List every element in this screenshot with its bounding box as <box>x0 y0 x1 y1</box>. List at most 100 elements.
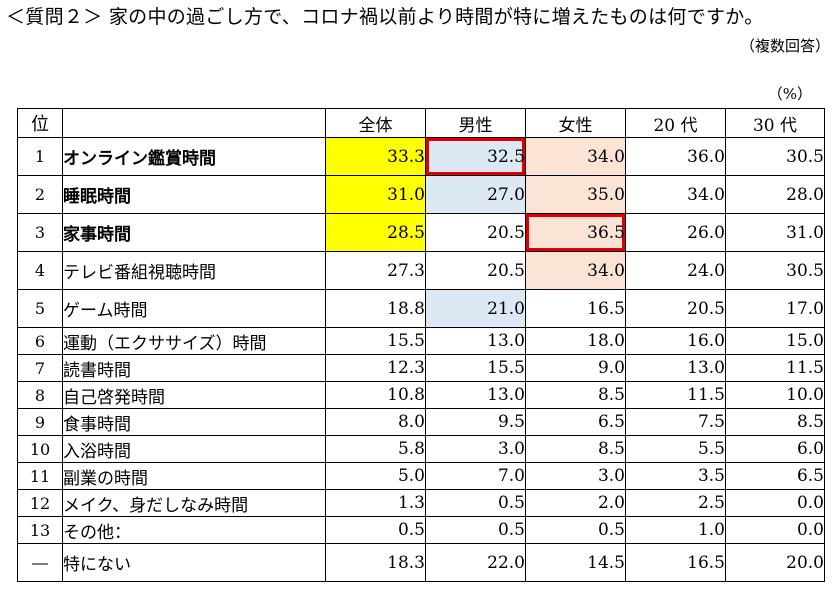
header-row: 位 全体 男性 女性 20 代 30 代 <box>17 108 825 138</box>
value-total: 15.5 <box>325 327 426 355</box>
value-total: 33.3 <box>325 137 426 176</box>
value-male: 13.0 <box>425 381 526 409</box>
value-male: 0.5 <box>425 516 526 544</box>
rank-cell: 3 <box>17 213 63 252</box>
value-male: 13.0 <box>425 327 526 355</box>
page-title: ＜質問２＞ 家の中の過ごし方で、コロナ禍以前より時間が特に増えたものは何ですか。 <box>6 6 764 28</box>
value-male: 20.5 <box>425 213 526 252</box>
value-total: 28.5 <box>325 213 426 252</box>
value-30s: 6.5 <box>725 462 825 490</box>
value-female: 36.5 <box>525 213 626 252</box>
item-cell: メイク、身だしなみ時間 <box>62 489 326 517</box>
value-30s: 11.5 <box>725 354 825 382</box>
rank-cell: 12 <box>17 489 63 517</box>
value-30s: 15.0 <box>725 327 825 355</box>
rank-cell: 6 <box>17 327 63 355</box>
value-female: 3.0 <box>525 462 626 490</box>
value-30s: 8.5 <box>725 408 825 436</box>
header-male: 男性 <box>425 108 526 138</box>
value-female: 6.5 <box>525 408 626 436</box>
value-20s: 1.0 <box>625 516 726 544</box>
value-20s: 34.0 <box>625 175 726 214</box>
rank-cell: 2 <box>17 175 63 214</box>
value-20s: 11.5 <box>625 381 726 409</box>
rank-cell: 4 <box>17 251 63 290</box>
table-row: 3 家事時間 28.5 20.5 36.5 26.0 31.0 <box>17 213 825 252</box>
value-total: 5.8 <box>325 435 426 463</box>
value-30s: 0.0 <box>725 516 825 544</box>
value-total: 18.8 <box>325 289 426 328</box>
value-female: 0.5 <box>525 516 626 544</box>
rank-cell: 1 <box>17 137 63 176</box>
item-cell: その他： <box>62 516 326 544</box>
value-30s: 30.5 <box>725 251 825 290</box>
value-total: 8.0 <box>325 408 426 436</box>
value-female: 34.0 <box>525 251 626 290</box>
rank-cell: 5 <box>17 289 63 328</box>
value-total: 0.5 <box>325 516 426 544</box>
header-30s: 30 代 <box>725 108 825 138</box>
table-row: 9 食事時間 8.0 9.5 6.5 7.5 8.5 <box>17 408 825 436</box>
item-cell: 読書時間 <box>62 354 326 382</box>
value-30s: 31.0 <box>725 213 825 252</box>
table-row: 4 テレビ番組視聴時間 27.3 20.5 34.0 24.0 30.5 <box>17 251 825 290</box>
value-female: 16.5 <box>525 289 626 328</box>
item-cell: 家事時間 <box>62 213 326 252</box>
item-cell: ゲーム時間 <box>62 289 326 328</box>
value-female: 35.0 <box>525 175 626 214</box>
value-male: 7.0 <box>425 462 526 490</box>
value-20s: 5.5 <box>625 435 726 463</box>
unit-label: （%） <box>767 85 812 103</box>
value-female: 8.5 <box>525 435 626 463</box>
value-total: 5.0 <box>325 462 426 490</box>
rank-cell: 13 <box>17 516 63 544</box>
item-cell: テレビ番組視聴時間 <box>62 251 326 290</box>
item-cell: 特にない <box>62 543 326 582</box>
answer-type-note: （複数回答） <box>739 37 830 55</box>
item-cell: 食事時間 <box>62 408 326 436</box>
table-row: 13 その他： 0.5 0.5 0.5 1.0 0.0 <box>17 516 825 544</box>
table-row: 5 ゲーム時間 18.8 21.0 16.5 20.5 17.0 <box>17 289 825 328</box>
value-total: 1.3 <box>325 489 426 517</box>
value-male: 0.5 <box>425 489 526 517</box>
table-row: ― 特にない 18.3 22.0 14.5 16.5 20.0 <box>17 543 825 582</box>
value-20s: 13.0 <box>625 354 726 382</box>
value-total: 10.8 <box>325 381 426 409</box>
table-row: 2 睡眠時間 31.0 27.0 35.0 34.0 28.0 <box>17 175 825 214</box>
results-table: 位 全体 男性 女性 20 代 30 代 1 オンライン鑑賞時間 33.3 32… <box>17 108 825 582</box>
table-row: 1 オンライン鑑賞時間 33.3 32.5 34.0 36.0 30.5 <box>17 137 825 176</box>
value-30s: 0.0 <box>725 489 825 517</box>
value-male: 22.0 <box>425 543 526 582</box>
header-item <box>62 108 326 138</box>
item-cell: 入浴時間 <box>62 435 326 463</box>
rank-cell: 11 <box>17 462 63 490</box>
value-30s: 20.0 <box>725 543 825 582</box>
header-total: 全体 <box>325 108 426 138</box>
header-rank: 位 <box>17 108 63 138</box>
value-20s: 26.0 <box>625 213 726 252</box>
item-cell: オンライン鑑賞時間 <box>62 137 326 176</box>
value-30s: 28.0 <box>725 175 825 214</box>
value-male: 15.5 <box>425 354 526 382</box>
value-female: 34.0 <box>525 137 626 176</box>
value-20s: 3.5 <box>625 462 726 490</box>
table-row: 6 運動（エクササイズ）時間 15.5 13.0 18.0 16.0 15.0 <box>17 327 825 355</box>
item-cell: 副業の時間 <box>62 462 326 490</box>
value-20s: 16.0 <box>625 327 726 355</box>
header-female: 女性 <box>525 108 626 138</box>
rank-cell: 9 <box>17 408 63 436</box>
value-20s: 20.5 <box>625 289 726 328</box>
value-30s: 17.0 <box>725 289 825 328</box>
value-30s: 10.0 <box>725 381 825 409</box>
value-male: 3.0 <box>425 435 526 463</box>
rank-cell: ― <box>17 543 63 582</box>
table-row: 10 入浴時間 5.8 3.0 8.5 5.5 6.0 <box>17 435 825 463</box>
value-male: 21.0 <box>425 289 526 328</box>
value-20s: 24.0 <box>625 251 726 290</box>
value-30s: 6.0 <box>725 435 825 463</box>
value-male: 32.5 <box>425 137 526 176</box>
table-row: 11 副業の時間 5.0 7.0 3.0 3.5 6.5 <box>17 462 825 490</box>
value-total: 18.3 <box>325 543 426 582</box>
rank-cell: 7 <box>17 354 63 382</box>
value-male: 9.5 <box>425 408 526 436</box>
